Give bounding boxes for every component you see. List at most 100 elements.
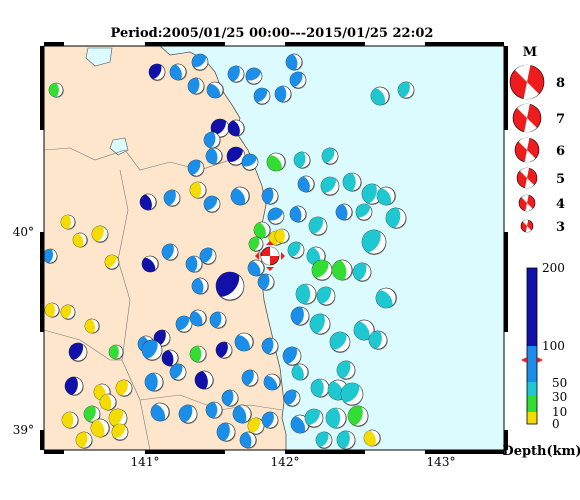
- focal-mechanism-ball: [361, 229, 387, 256]
- focal-mechanism-ball: [60, 214, 76, 230]
- focal-mechanism-ball: [320, 176, 340, 197]
- lat-label-40: 40°: [13, 225, 34, 239]
- depth-tick-50: 50: [552, 376, 567, 390]
- focal-mechanism-ball: [205, 147, 223, 165]
- focal-mechanism-ball: [352, 262, 372, 283]
- depth-marker-right: [537, 357, 543, 363]
- focal-mechanism-ball: [370, 86, 391, 106]
- magnitude-legend-label: 7: [556, 112, 565, 127]
- focal-mechanism-ball: [161, 243, 179, 262]
- focal-mechanism-layer: [42, 53, 415, 450]
- focal-mechanism-ball: [221, 389, 239, 407]
- magnitude-legend-label: 3: [556, 220, 565, 235]
- focal-mechanism-ball: [331, 259, 353, 281]
- focal-mechanism-ball: [227, 65, 245, 84]
- focal-mechanism-ball: [363, 429, 382, 447]
- focal-mechanism-ball: [308, 216, 328, 237]
- focal-mechanism-ball: [282, 346, 302, 367]
- focal-mechanism-ball: [115, 379, 133, 398]
- focal-mechanism-ball: [297, 175, 316, 193]
- depth-band-30-60: [527, 382, 537, 396]
- period-title: Period:2005/01/25 00:00---2015/01/25 22:…: [111, 26, 434, 41]
- depth-tick-30: 30: [552, 390, 567, 404]
- depth-tick-10: 10: [552, 405, 567, 419]
- focal-mechanism-ball: [169, 363, 187, 382]
- focal-mechanism-ball: [185, 255, 203, 273]
- focal-mechanism-ball: [194, 370, 214, 390]
- prefecture-boundaries: [43, 147, 283, 451]
- focal-mechanism-ball: [311, 259, 333, 282]
- depth-scale-frame: [526, 267, 538, 425]
- focal-mechanism-ball: [108, 408, 128, 429]
- focal-mechanism-ball: [325, 407, 347, 429]
- focal-mechanism-ball: [216, 422, 236, 442]
- depth-tick-100: 100: [542, 339, 565, 353]
- focal-mechanism-ball: [285, 53, 303, 71]
- depth-tick-200: 200: [542, 261, 565, 275]
- focal-mechanism-ball: [139, 193, 158, 211]
- focal-mechanism-ball: [316, 286, 336, 307]
- focal-mechanism-ball: [68, 342, 88, 363]
- lon-label-141: 141°: [131, 455, 160, 469]
- latest-event-arrow-down: [266, 267, 274, 271]
- focal-mechanism-ball: [84, 318, 100, 334]
- magnitude-legend-title: M: [523, 45, 537, 60]
- focal-mechanism-ball: [283, 389, 301, 408]
- magnitude-legend-label: 8: [556, 76, 565, 91]
- focal-mechanism-ball: [368, 330, 388, 350]
- focal-mechanism-ball: [150, 402, 171, 422]
- focal-mechanism-ball: [291, 363, 310, 381]
- focal-mechanism-ball: [274, 85, 292, 103]
- depth-marker-left: [521, 357, 527, 363]
- bay-north: [85, 47, 113, 67]
- focal-mechanism-ball: [340, 382, 364, 407]
- focal-mechanism-ball: [111, 423, 129, 442]
- focal-mechanism-ball: [75, 431, 93, 449]
- depth-band-0-10: [527, 412, 537, 424]
- focal-mechanism-ball: [189, 181, 207, 199]
- focal-mechanism-ball: [376, 186, 397, 206]
- focal-mechanism-ball: [232, 404, 253, 424]
- latest-event-arrow-right: [281, 252, 285, 260]
- magnitude-legend: M 8 7 6 5 4 3: [509, 45, 565, 235]
- focal-mechanism-ball: [267, 207, 285, 226]
- focal-mechanism-ball: [355, 203, 373, 222]
- depth-scale: 200 100 50 30 10 0 Depth(km): [502, 261, 580, 459]
- focal-mechanism-ball: [206, 81, 225, 99]
- focal-mechanism-ball: [91, 225, 109, 244]
- frame-ticks: [40, 42, 508, 454]
- focal-mechanism-ball: [178, 404, 198, 425]
- focal-mechanism-ball: [289, 71, 307, 90]
- magnitude-legend-item: 8: [509, 64, 565, 100]
- focal-mechanism-ball: [241, 369, 259, 388]
- focal-mechanism-ball: [187, 77, 205, 95]
- magnitude-legend-label: 5: [556, 172, 565, 187]
- focal-mechanism-ball: [209, 311, 227, 329]
- magnitude-legend-item: 7: [512, 103, 565, 133]
- focal-mechanism-ball: [261, 337, 279, 355]
- focal-mechanism-ball: [144, 372, 164, 392]
- focal-mechanism-ball: [293, 151, 311, 169]
- focal-mechanism-ball: [60, 304, 76, 321]
- focal-mechanism-ball: [187, 159, 205, 178]
- latest-event-quadrant: [270, 247, 279, 256]
- depth-band-100-200: [527, 268, 537, 346]
- lon-label-142: 142°: [271, 455, 300, 469]
- focal-mechanism-ball: [336, 430, 356, 450]
- focal-mechanism-ball: [169, 63, 188, 81]
- focal-mechanism-ball: [175, 315, 193, 334]
- focal-mechanism-ball: [227, 119, 246, 137]
- focal-mechanism-ball: [274, 228, 290, 244]
- focal-mechanism-ball: [247, 417, 265, 436]
- focal-mechanism-ball: [44, 302, 60, 318]
- map-panel: [40, 42, 508, 454]
- focal-mechanism-ball: [257, 273, 275, 291]
- focal-mechanism-ball: [191, 277, 209, 295]
- focal-mechanism-ball: [203, 195, 221, 214]
- depth-band-60-100: [527, 346, 537, 382]
- focal-mechanism-ball: [245, 67, 263, 86]
- focal-mechanism-ball: [42, 248, 58, 264]
- focal-mechanism-ball: [48, 82, 64, 98]
- focal-mechanism-ball: [315, 431, 333, 450]
